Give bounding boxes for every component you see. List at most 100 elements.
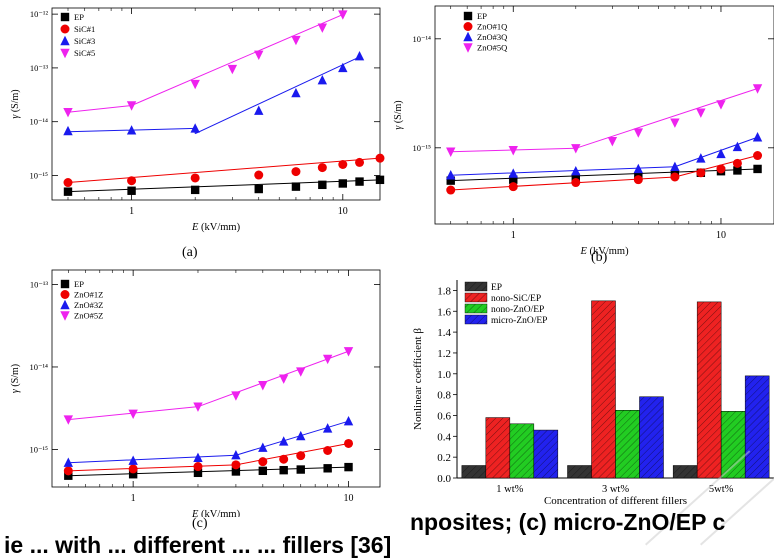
data-point: [278, 374, 289, 384]
data-point: [446, 147, 456, 157]
data-point: [571, 144, 581, 154]
bar: [639, 396, 664, 479]
data-point: [193, 462, 203, 472]
y-tick-label: 1.6: [437, 306, 451, 318]
fit-line: [575, 88, 758, 149]
y-axis-label: γ (S/m): [10, 364, 21, 393]
fit-line: [67, 157, 381, 184]
bar: [591, 300, 616, 479]
x-tick-label: 1: [131, 493, 136, 504]
data-point: [227, 64, 238, 75]
data-point: [318, 180, 327, 190]
data-point: [752, 84, 763, 94]
data-point: [322, 354, 333, 365]
y-tick-label: 1.8: [437, 285, 451, 297]
fit-line: [235, 442, 349, 466]
data-point: [732, 158, 742, 168]
data-point: [752, 132, 763, 142]
data-point: [291, 87, 301, 98]
data-point: [64, 471, 73, 480]
data-point: [607, 136, 618, 147]
legend-label: ZnO#1Z: [74, 290, 103, 300]
data-point: [571, 173, 580, 183]
legend-marker: [463, 11, 473, 21]
fit-line: [67, 105, 132, 113]
y-tick-label: 1.4: [437, 327, 451, 339]
data-point: [633, 175, 643, 185]
legend-label: micro-ZnO/EP: [491, 316, 547, 326]
plot-frame: [434, 5, 774, 225]
data-point: [338, 10, 348, 20]
data-point: [63, 457, 74, 467]
x-tick-label: 1: [511, 230, 516, 241]
data-point: [446, 176, 455, 185]
data-point: [254, 50, 264, 61]
fit-line: [235, 420, 349, 456]
data-point: [344, 462, 353, 472]
y-tick-label: 10⁻¹⁵: [413, 143, 432, 153]
data-point: [716, 100, 726, 110]
legend-marker: [463, 43, 473, 53]
data-point: [509, 175, 518, 184]
data-point: [190, 79, 200, 90]
y-tick-label: 10⁻¹⁵: [30, 170, 49, 180]
y-tick-label: 10⁻¹²: [30, 9, 49, 19]
data-point: [296, 465, 305, 474]
data-point: [278, 436, 289, 446]
data-point: [231, 460, 241, 470]
data-point: [258, 381, 268, 391]
legend-label: EP: [74, 12, 84, 22]
legend-marker: [60, 35, 70, 46]
data-point: [670, 118, 680, 128]
fit-line: [197, 350, 349, 408]
legend-label: nono-ZnO/EP: [491, 305, 544, 315]
data-point: [126, 101, 137, 111]
bar: [696, 301, 722, 479]
data-point: [63, 178, 73, 188]
legend-label: EP: [491, 283, 502, 293]
y-tick-label: 10⁻¹³: [30, 280, 49, 290]
data-point: [317, 75, 328, 85]
fit-line: [194, 56, 360, 135]
x-tick-label: 1 wt%: [496, 484, 523, 495]
data-point: [508, 146, 518, 156]
data-point: [190, 173, 200, 183]
data-point: [732, 141, 743, 152]
bar: [672, 465, 698, 479]
data-point: [128, 455, 138, 465]
data-point: [193, 402, 203, 412]
data-point: [338, 179, 348, 188]
data-point: [193, 452, 203, 463]
data-point: [446, 170, 456, 180]
x-tick-label: 1: [129, 206, 134, 217]
footer-caption-line-2: ie ... with ... different ... ... filler…: [4, 532, 392, 558]
footer-caption-line-1: nposites; (c) micro-ZnO/EP c: [410, 509, 726, 535]
y-tick-label: 0.6: [437, 410, 451, 422]
y-tick-label: 0.8: [437, 390, 451, 402]
data-point: [128, 409, 138, 420]
data-point: [291, 182, 301, 191]
data-point: [633, 128, 644, 138]
data-point: [716, 148, 726, 159]
data-point: [258, 466, 268, 476]
plot-frame: [51, 269, 381, 488]
bar: [461, 465, 487, 479]
caption-c: (c): [192, 516, 208, 531]
data-point: [633, 163, 644, 174]
legend-marker: [60, 12, 70, 22]
data-point: [375, 175, 385, 185]
legend-swatch: [464, 314, 488, 325]
data-point: [323, 446, 333, 456]
legend-label: ZnO#5Z: [74, 311, 103, 321]
data-point: [508, 182, 518, 192]
chart-panel-d: 0.0 0.2 0.4 0.6 0.8 1.0 1.2 1.4 1.6 1.8 1 wt% 3 wt%…: [393, 266, 774, 516]
data-point: [344, 438, 354, 448]
data-point: [355, 177, 364, 186]
y-tick-label: 1.0: [437, 369, 451, 381]
y-tick-label: 10⁻¹⁴: [413, 34, 432, 44]
data-point: [128, 464, 138, 474]
legend-marker: [60, 279, 70, 289]
legend-marker: [60, 290, 70, 299]
